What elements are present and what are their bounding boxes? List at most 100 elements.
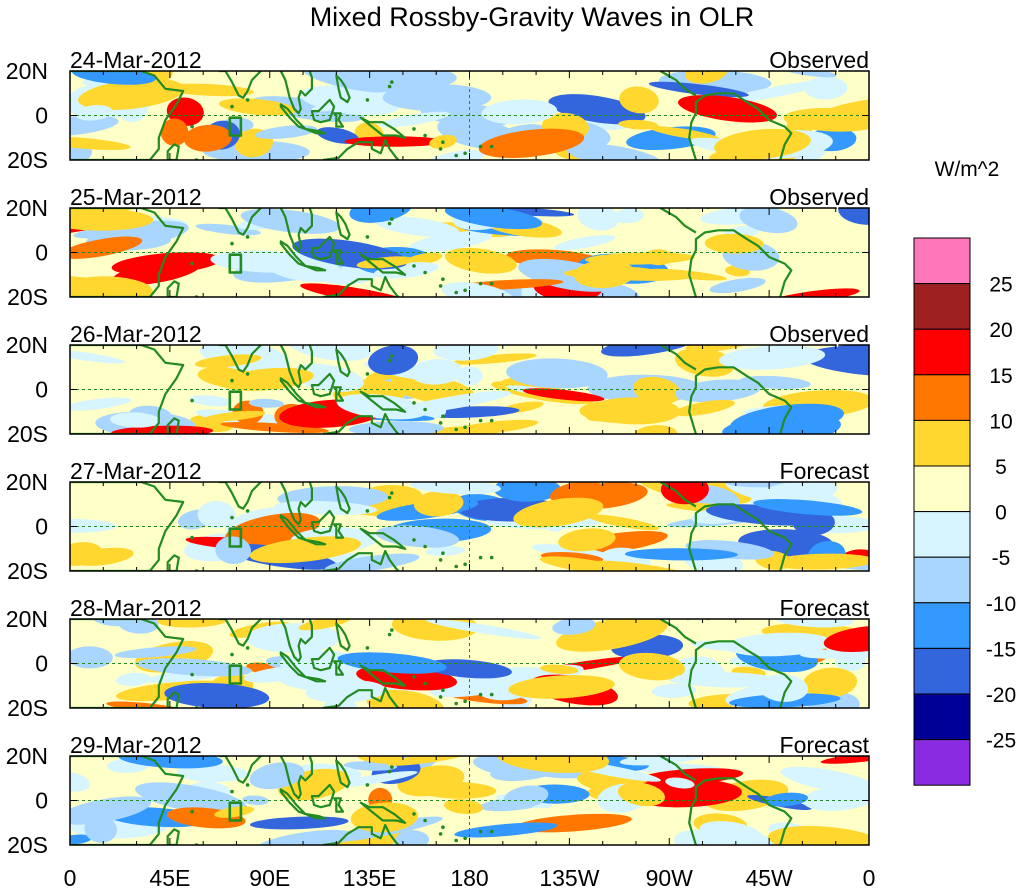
longitude-label: 180 [450,865,488,890]
coastline [322,275,400,297]
island-coastline [359,253,407,276]
anomaly-contour [709,277,766,294]
anomaly-contour [753,499,863,516]
colorbar-level-label: -15 [986,638,1016,661]
coastline [279,482,313,526]
island-dot [245,372,250,376]
coastline [322,138,400,160]
island-coastline [279,514,307,542]
island-coastline [310,646,336,672]
anomaly-contour [78,78,185,110]
anomaly-contour [800,647,869,659]
latitude-label: 0 [35,514,48,540]
island-dot [387,495,392,500]
coastline [659,482,697,508]
island-dot [365,783,370,787]
island-dot [365,646,370,650]
coastline [322,412,400,434]
anomaly-contour [506,358,608,389]
colorbar-box [913,739,971,786]
island-dot [478,555,483,560]
island-dot [387,358,392,363]
island-dot [230,652,234,657]
anomaly-contour [197,500,236,529]
anomaly-contour [214,806,255,818]
anomaly-contour [445,419,539,434]
colorbar-level-label: -5 [992,547,1011,570]
longitude-label: 45W [745,865,793,890]
anomaly-contour [348,421,444,434]
latitude-label: 20N [6,332,48,358]
latitude-label: 0 [35,240,48,266]
island-coastline [166,554,180,571]
island-dot [387,632,392,637]
anomaly-contour [356,756,403,764]
anomaly-contour [718,345,826,370]
anomaly-contour [118,756,223,769]
island-dot [478,829,483,834]
ticks [69,755,870,846]
anomaly-contour [425,619,542,640]
anomaly-contour [800,350,869,376]
anomaly-contour [838,208,869,225]
coastline [70,71,185,160]
island-dot [365,509,370,513]
anomaly-contour [508,675,615,699]
coastline [279,345,313,389]
anomaly-contour [242,795,269,805]
island-dot [489,281,494,286]
anomaly-contour [160,118,189,146]
anomaly-contour [429,666,548,698]
island-coastline [166,691,180,708]
anomaly-contour [84,815,117,843]
island-coastline [359,664,407,687]
anomaly-contour [302,71,410,94]
coastlines [70,345,793,434]
anomaly-contour [70,209,154,231]
island-dot [230,378,234,383]
anomaly-contour [651,683,697,698]
anomaly-contour [565,143,663,160]
island-dot [412,401,416,405]
island-dot [478,418,483,423]
region-box [228,390,243,411]
anomaly-contour [783,107,869,132]
coastlines [70,208,793,297]
island-dot [412,812,416,816]
latitude-label: 0 [35,103,48,129]
island-dot [387,221,392,226]
anomaly-contour [291,363,364,392]
island-dot [365,98,370,102]
panel-date: 24-Mar-2012 [70,47,202,73]
anomaly-contour [513,497,604,528]
island-dot [365,235,370,239]
island-coastline [359,527,407,550]
region-box [228,664,243,685]
island-dot [478,144,483,149]
anomaly-contour [287,345,372,361]
coastline [659,756,697,782]
map-area [70,619,869,708]
anomaly-contour [660,482,709,505]
panel-kind: Forecast [780,458,870,484]
anomaly-contour [454,822,558,838]
anomaly-contour [451,353,537,365]
island-dot [190,261,194,266]
anomaly-contour [343,761,398,771]
island-dot [454,564,459,569]
anomaly-contour [556,619,668,652]
island-dot [463,288,467,293]
anomaly-contour [665,777,695,789]
island-dot [478,692,483,697]
coastline [279,756,313,800]
ticks [69,70,870,161]
latitude-label: 20S [7,695,48,721]
island-coastline [304,675,327,683]
island-dot [230,241,234,246]
island-dot [412,538,416,542]
colorbar-box [913,283,971,330]
island-coastline [310,372,336,398]
coastlines [70,619,793,708]
coastline [218,482,262,510]
island-dot [489,555,494,560]
